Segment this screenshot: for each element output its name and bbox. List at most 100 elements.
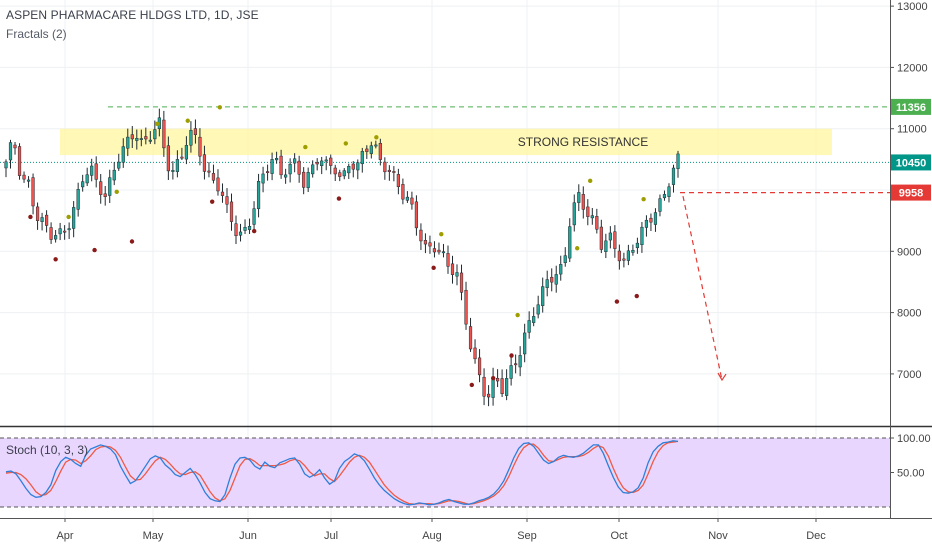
candle-down <box>162 119 166 149</box>
stoch-axis[interactable]: 100.00 50.00 <box>890 433 931 480</box>
candle-down <box>419 229 423 242</box>
candle-down <box>229 201 234 222</box>
candle-up <box>67 228 71 231</box>
candle-down <box>225 196 229 205</box>
candle-down <box>414 201 419 229</box>
candle-up <box>505 378 509 396</box>
candle-up <box>527 320 531 333</box>
price-tag-label: 10450 <box>896 157 927 169</box>
price-tag-box <box>891 184 931 201</box>
projection-arrow-head <box>717 372 727 382</box>
candle-up <box>76 189 80 210</box>
fractal-down-marker <box>469 382 475 388</box>
candle-up <box>441 251 446 254</box>
candle-up <box>532 316 536 323</box>
candle-up <box>306 172 310 189</box>
candle-up <box>631 249 635 253</box>
candle-up <box>72 207 76 229</box>
fractal-up-marker <box>155 121 160 127</box>
price-tick-label: 13000 <box>897 1 928 13</box>
candle-up <box>261 173 265 184</box>
fractal-down-marker <box>209 199 215 204</box>
candle-down <box>22 174 26 180</box>
candle-up <box>112 169 116 181</box>
candle-up <box>252 208 256 225</box>
candle-down <box>401 184 405 200</box>
fractal-down-marker <box>251 228 257 234</box>
candle-up <box>563 255 567 264</box>
chart-title[interactable]: ASPEN PHARMACARE HLDGS LTD, 1D, JSE <box>6 8 259 22</box>
candle-up <box>541 286 545 306</box>
candle-down <box>338 172 342 177</box>
candle-down <box>44 214 49 226</box>
candle-down <box>450 263 455 275</box>
fractal-up-marker <box>217 105 223 110</box>
candle-up <box>148 139 152 142</box>
time-tick-label: Apr <box>56 530 73 542</box>
candle-down <box>550 276 554 283</box>
time-axis[interactable]: Apr May Jun Jul Aug Sep Oct Nov Dec <box>0 518 932 542</box>
stoch-band <box>0 438 890 507</box>
candle-down <box>35 206 40 221</box>
candle-up <box>311 164 315 175</box>
price-tag-box <box>891 154 931 171</box>
fractal-down-marker <box>491 375 496 381</box>
candle-down <box>387 169 391 172</box>
candle-up <box>275 157 279 161</box>
fractal-down-marker <box>53 257 58 262</box>
candle-up <box>577 192 581 203</box>
price-tick-label: 12000 <box>897 62 928 74</box>
fractal-up-marker <box>66 214 71 220</box>
candle-up <box>536 304 540 315</box>
candle-up <box>640 226 644 246</box>
candle-down <box>103 193 107 197</box>
candle-down <box>329 157 333 166</box>
candle-up <box>405 196 409 201</box>
candle-up <box>90 165 94 176</box>
time-tick-label: Jun <box>239 530 257 542</box>
candle-up <box>40 217 44 222</box>
candle-up <box>653 212 658 225</box>
candle-up <box>608 232 612 241</box>
candle-up <box>135 138 139 141</box>
fractal-up-marker <box>439 231 444 237</box>
candle-up <box>590 215 594 219</box>
candle-up <box>256 180 261 209</box>
candle-down <box>595 216 599 230</box>
candle-up <box>604 240 608 252</box>
stoch-tick-label: 100.00 <box>897 433 931 445</box>
stoch-label[interactable]: Stoch (10, 3, 3) <box>6 443 89 457</box>
time-tick-label: Sep <box>517 530 537 542</box>
candle-up <box>644 219 649 228</box>
stoch-tick-label: 50.00 <box>897 468 925 480</box>
candle-down <box>613 231 617 249</box>
candle-up <box>153 129 157 140</box>
candle-up <box>8 142 13 161</box>
candle-down <box>378 143 382 160</box>
projection-arrow-line <box>682 196 723 381</box>
stoch-k-line <box>5 440 679 506</box>
candle-up <box>635 242 640 249</box>
candle-down <box>617 250 621 262</box>
candle-up <box>523 332 527 355</box>
indicator-label[interactable]: Fractals (2) <box>6 27 67 41</box>
candle-down <box>193 128 198 135</box>
candle-up <box>671 167 676 185</box>
candle-down <box>496 377 500 382</box>
fractal-up-marker <box>343 141 349 146</box>
candle-down <box>581 194 585 210</box>
candle-up <box>247 226 252 230</box>
candle-down <box>622 258 626 261</box>
time-tick-label: Nov <box>708 530 728 542</box>
fractal-down-marker <box>92 247 97 253</box>
candle-up <box>559 264 563 275</box>
candle-up <box>662 194 667 199</box>
fractal-up-marker <box>303 144 308 150</box>
fractal-down-marker <box>614 299 620 304</box>
candle-down <box>423 240 428 245</box>
price-levels <box>0 106 890 508</box>
candle-down <box>500 378 504 395</box>
candle-up <box>121 146 125 163</box>
fractal-up-marker <box>185 118 190 123</box>
candle-up <box>509 365 513 379</box>
